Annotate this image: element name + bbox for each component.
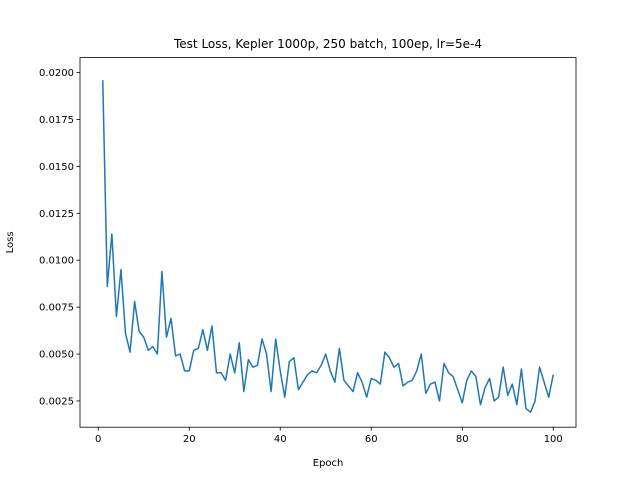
x-tick-label: 100 — [544, 434, 563, 445]
loss-series-line — [102, 80, 554, 413]
x-tick-label: 20 — [183, 434, 196, 445]
y-axis-ticks: 0.0025 0.0050 0.0075 0.0100 0.0125 0.0150 0.01… — [39, 68, 80, 407]
x-tick-label: 40 — [274, 434, 287, 445]
x-tick-label: 0 — [95, 434, 101, 445]
y-tick-label: 0.0150 — [39, 162, 74, 173]
y-tick-label: 0.0025 — [39, 396, 74, 407]
y-tick-label: 0.0075 — [39, 303, 74, 314]
x-tick-label: 60 — [365, 434, 378, 445]
plot-frame — [79, 57, 577, 428]
x-axis-label: Epoch — [313, 458, 344, 469]
y-tick-label: 0.0200 — [39, 68, 74, 79]
x-tick-label: 80 — [456, 434, 469, 445]
y-tick-label: 0.0100 — [39, 256, 74, 267]
y-tick-label: 0.0175 — [39, 115, 74, 126]
chart-title: Test Loss, Kepler 1000p, 250 batch, 100e… — [173, 37, 482, 51]
x-axis-ticks: 0 20 40 60 80 100 — [95, 427, 563, 445]
y-axis-label: Loss — [5, 231, 16, 253]
y-tick-label: 0.0050 — [39, 350, 74, 361]
y-tick-label: 0.0125 — [39, 209, 74, 220]
plot-area — [102, 80, 554, 413]
